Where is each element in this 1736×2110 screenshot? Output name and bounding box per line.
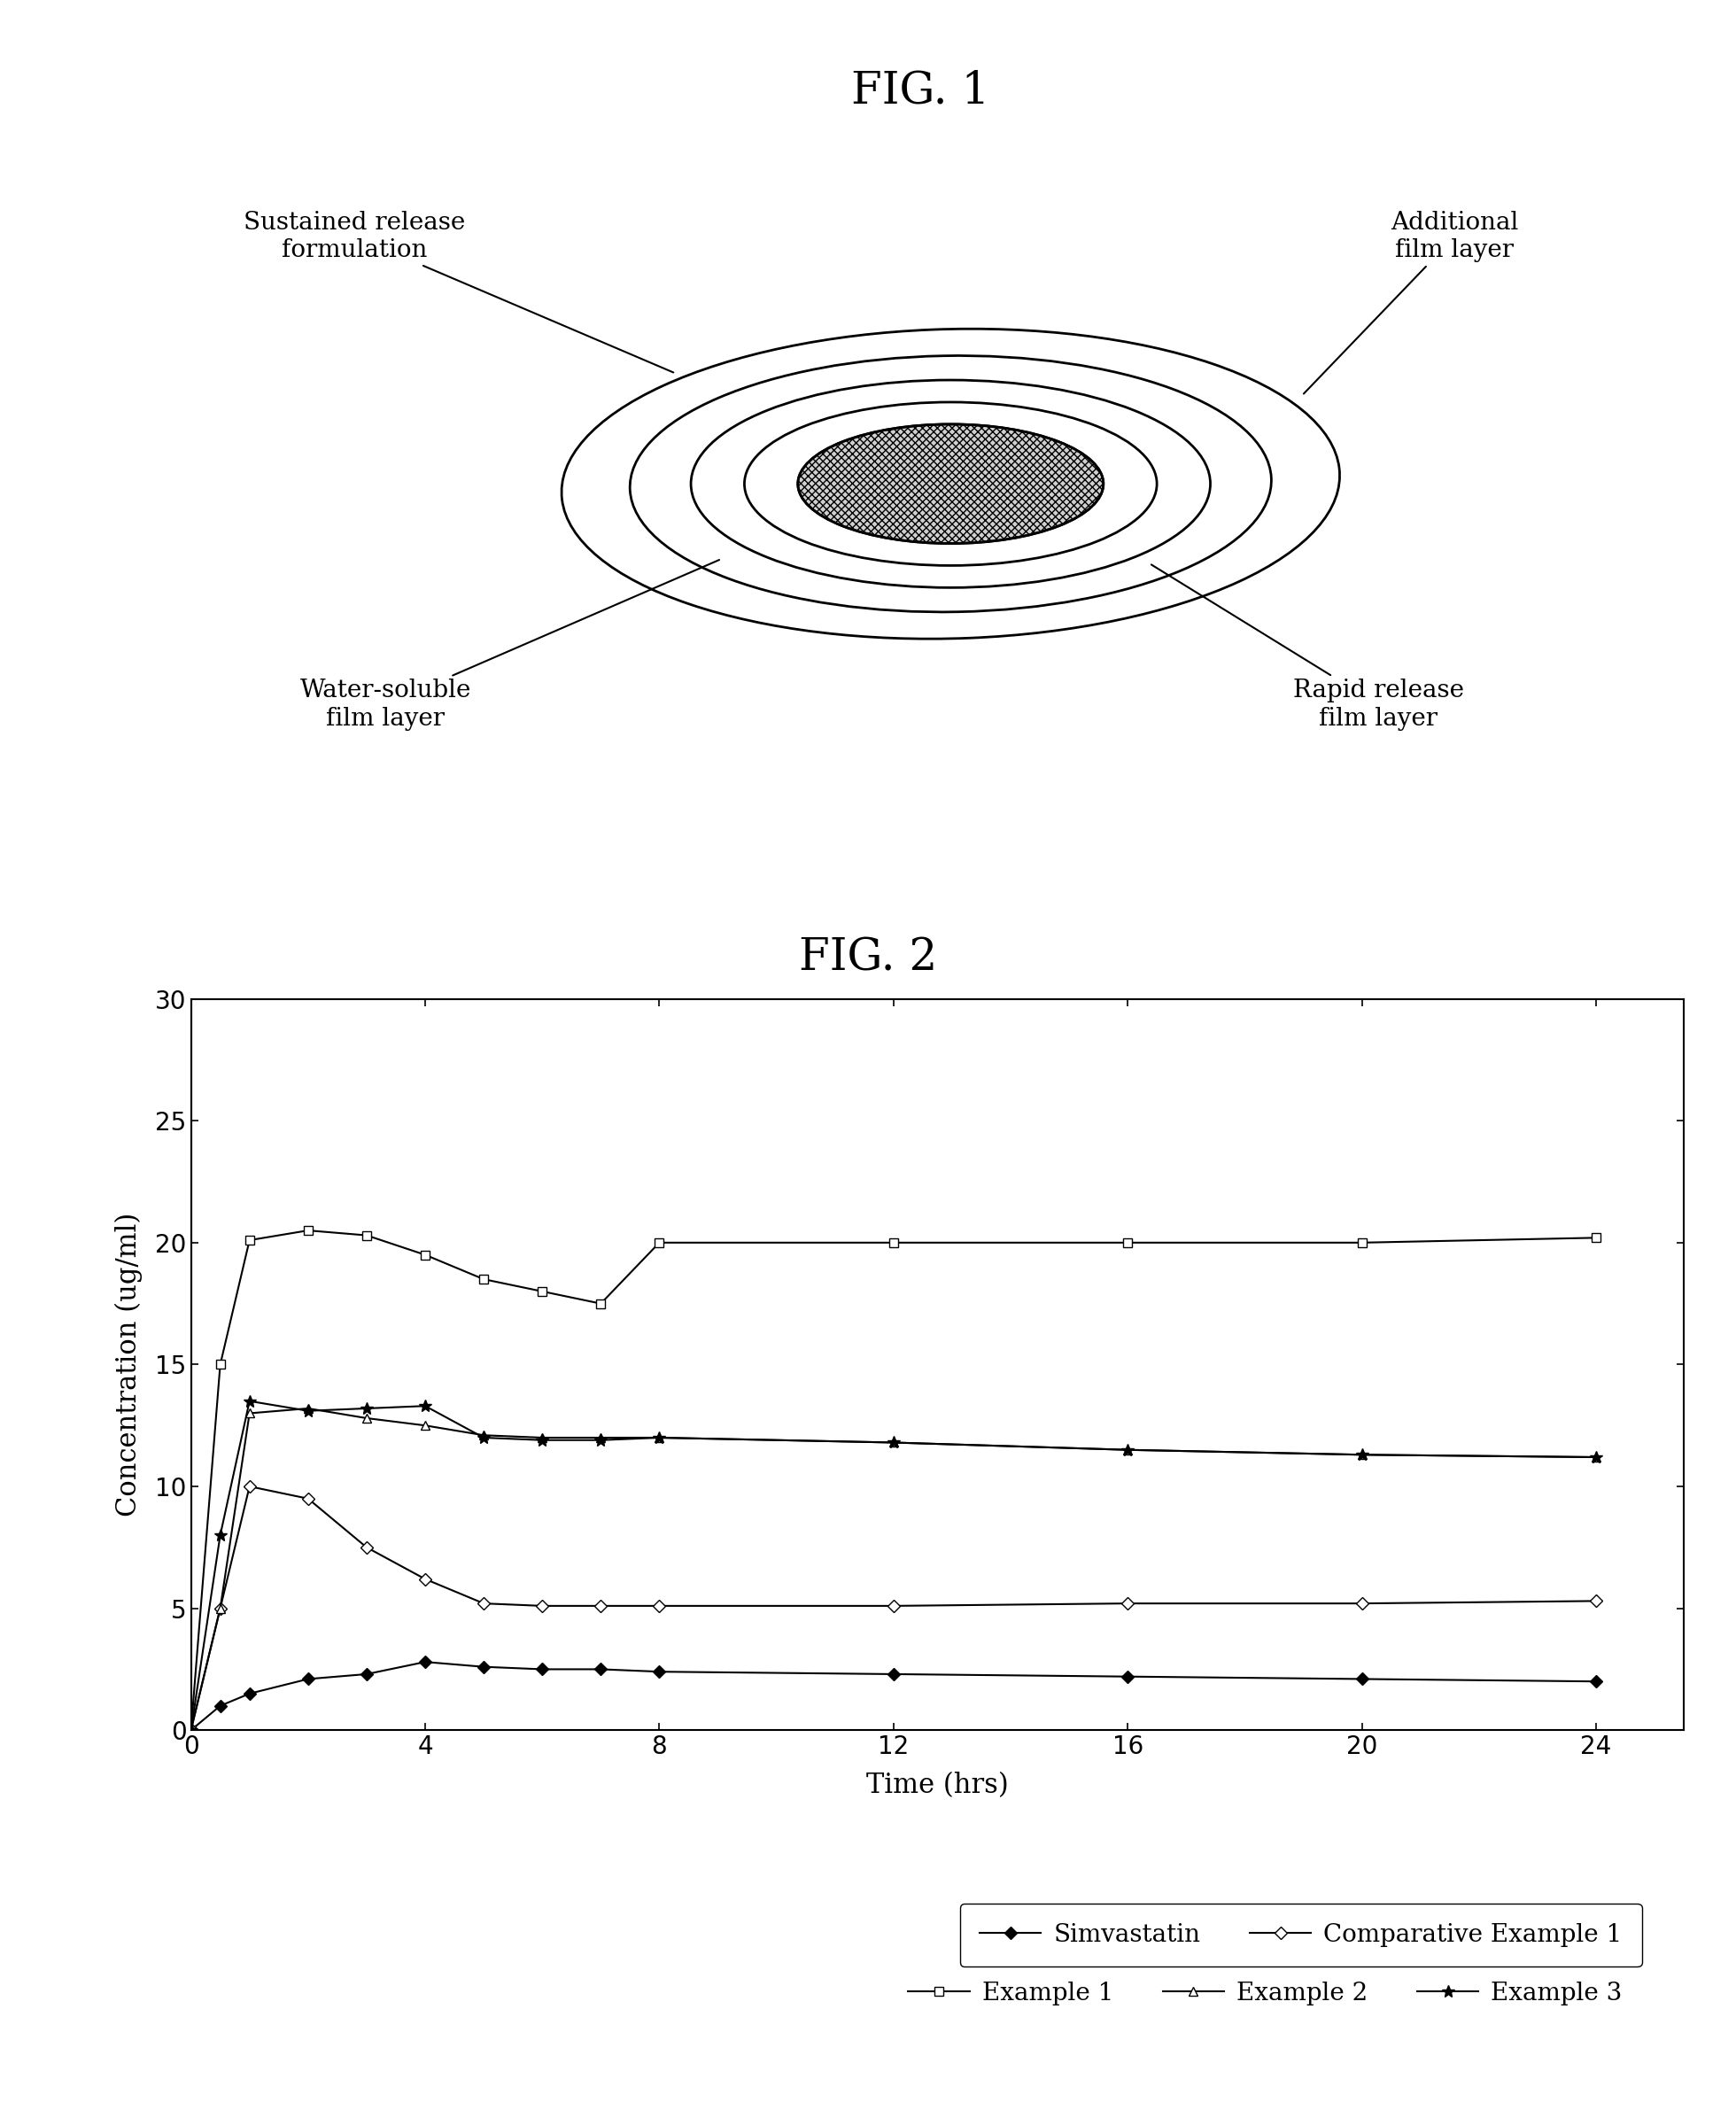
Simvastatin xyxy=(356,1661,377,1686)
Example 1 xyxy=(531,1279,552,1304)
Simvastatin xyxy=(1118,1665,1139,1690)
Ellipse shape xyxy=(561,329,1340,639)
Example 1 xyxy=(415,1243,436,1268)
Line: Comparative Example 1: Comparative Example 1 xyxy=(187,1481,1601,1734)
Comparative Example 1 xyxy=(1352,1591,1373,1616)
Simvastatin xyxy=(181,1718,201,1743)
Ellipse shape xyxy=(799,424,1104,544)
Y-axis label: Concentration (ug/ml): Concentration (ug/ml) xyxy=(115,1213,142,1517)
Comparative Example 1 xyxy=(1118,1591,1139,1616)
Example 2 xyxy=(884,1431,904,1456)
Simvastatin xyxy=(297,1667,318,1692)
Comparative Example 1 xyxy=(181,1718,201,1743)
Example 3 xyxy=(415,1393,436,1418)
Example 1 xyxy=(297,1217,318,1243)
Simvastatin xyxy=(590,1656,611,1682)
Example 1 xyxy=(240,1228,260,1253)
Example 3 xyxy=(1585,1445,1606,1471)
Example 1 xyxy=(649,1230,670,1255)
Line: Simvastatin: Simvastatin xyxy=(187,1658,1601,1734)
Comparative Example 1 xyxy=(531,1593,552,1618)
Comparative Example 1 xyxy=(210,1595,231,1620)
Example 3 xyxy=(297,1399,318,1424)
Example 2 xyxy=(356,1405,377,1431)
Example 2 xyxy=(1118,1437,1139,1462)
Example 2 xyxy=(297,1395,318,1420)
Example 2 xyxy=(240,1401,260,1426)
Example 2 xyxy=(1585,1445,1606,1471)
Example 3 xyxy=(884,1431,904,1456)
Example 2 xyxy=(210,1595,231,1620)
Example 3 xyxy=(1118,1437,1139,1462)
Example 3 xyxy=(181,1718,201,1743)
Example 3 xyxy=(1352,1441,1373,1466)
Legend: Example 1, Example 2, Example 3: Example 1, Example 2, Example 3 xyxy=(889,1962,1642,2026)
Example 3 xyxy=(590,1428,611,1454)
Ellipse shape xyxy=(691,380,1210,587)
Line: Example 2: Example 2 xyxy=(187,1403,1601,1734)
Example 3 xyxy=(649,1424,670,1450)
Example 1 xyxy=(356,1222,377,1247)
Line: Example 3: Example 3 xyxy=(184,1395,1602,1737)
Example 2 xyxy=(1352,1441,1373,1466)
Line: Example 1: Example 1 xyxy=(187,1226,1601,1734)
Comparative Example 1 xyxy=(240,1473,260,1498)
Text: Water-soluble
film layer: Water-soluble film layer xyxy=(300,559,719,730)
Simvastatin xyxy=(649,1658,670,1684)
Simvastatin xyxy=(531,1656,552,1682)
Text: Sustained release
formulation: Sustained release formulation xyxy=(245,211,674,373)
Example 1 xyxy=(1118,1230,1139,1255)
Ellipse shape xyxy=(745,403,1156,565)
Example 2 xyxy=(531,1424,552,1450)
Comparative Example 1 xyxy=(474,1591,495,1616)
Simvastatin xyxy=(1352,1667,1373,1692)
Example 1 xyxy=(1352,1230,1373,1255)
Simvastatin xyxy=(884,1661,904,1686)
Example 2 xyxy=(649,1424,670,1450)
Example 3 xyxy=(240,1388,260,1414)
Example 1 xyxy=(210,1353,231,1378)
Example 1 xyxy=(1585,1226,1606,1251)
Comparative Example 1 xyxy=(1585,1589,1606,1614)
Simvastatin xyxy=(415,1650,436,1675)
Comparative Example 1 xyxy=(297,1485,318,1511)
X-axis label: Time (hrs): Time (hrs) xyxy=(866,1772,1009,1800)
Text: FIG. 1: FIG. 1 xyxy=(851,70,990,112)
Simvastatin xyxy=(210,1692,231,1718)
Comparative Example 1 xyxy=(884,1593,904,1618)
Example 3 xyxy=(531,1428,552,1454)
Example 2 xyxy=(474,1422,495,1447)
Comparative Example 1 xyxy=(590,1593,611,1618)
Example 1 xyxy=(181,1718,201,1743)
Text: Rapid release
film layer: Rapid release film layer xyxy=(1151,565,1463,730)
Example 1 xyxy=(590,1291,611,1317)
Example 3 xyxy=(356,1395,377,1420)
Example 2 xyxy=(415,1414,436,1439)
Example 3 xyxy=(210,1523,231,1549)
Simvastatin xyxy=(474,1654,495,1680)
Comparative Example 1 xyxy=(649,1593,670,1618)
Simvastatin xyxy=(240,1682,260,1707)
Ellipse shape xyxy=(630,357,1271,612)
Simvastatin xyxy=(1585,1669,1606,1694)
Text: Additional
film layer: Additional film layer xyxy=(1304,211,1519,395)
Example 1 xyxy=(474,1266,495,1291)
Example 1 xyxy=(884,1230,904,1255)
Example 3 xyxy=(474,1424,495,1450)
Example 2 xyxy=(590,1424,611,1450)
Example 2 xyxy=(181,1718,201,1743)
Comparative Example 1 xyxy=(415,1566,436,1591)
Text: FIG. 2: FIG. 2 xyxy=(799,937,937,979)
Comparative Example 1 xyxy=(356,1534,377,1559)
